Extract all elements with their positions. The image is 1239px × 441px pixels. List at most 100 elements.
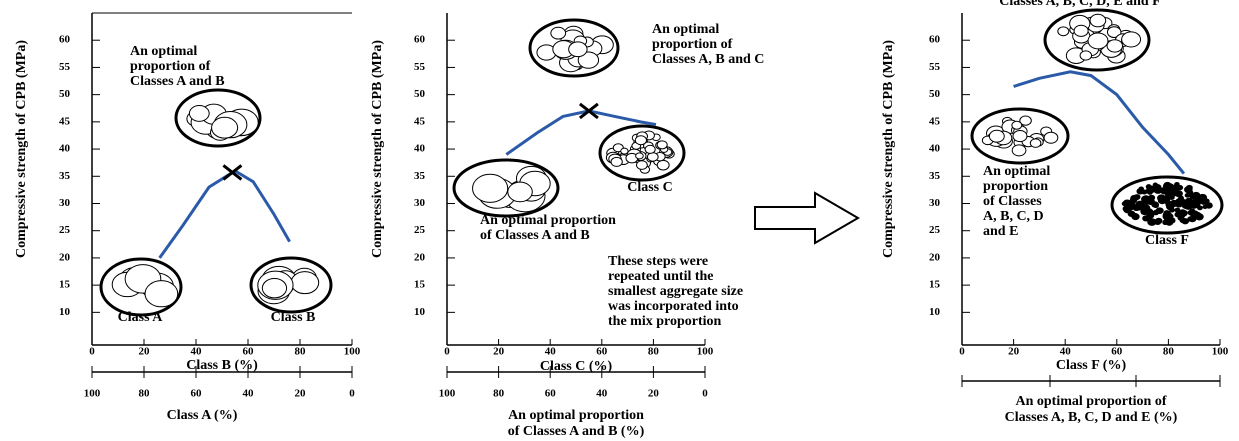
y-tick-label: 60 [59,34,71,46]
particle [189,106,209,122]
particle [1177,186,1182,190]
particle [212,117,238,138]
x-tick-label: 0 [959,346,965,358]
particle [1122,202,1126,205]
x-tick-label: 80 [648,346,660,358]
x-tick-label: 80 [295,346,307,358]
particle [636,153,644,159]
particle [1195,214,1203,220]
particle [473,174,508,202]
x-tick-label: 40 [545,346,557,358]
particle [621,148,628,154]
x-tick-label: 80 [1163,346,1175,358]
y-tick-label: 40 [929,143,941,155]
particle [145,281,178,307]
particle [1137,189,1144,194]
particle [1122,32,1141,47]
particle [1090,14,1106,27]
particle [611,157,622,166]
y-tick-label: 55 [414,61,426,73]
x-tick-label: 60 [243,346,255,358]
particle [1185,187,1193,193]
y-tick-label: 25 [59,224,71,236]
annotation: proportion of [652,37,733,52]
x2-tick-label: 100 [84,388,101,400]
y-tick-label: 45 [59,115,71,127]
x-tick-label: 20 [1008,346,1020,358]
figure: 10 15 20 25 30 35 40 45 50 55 60 0 20 40 60 80 100 Compre… [0,0,1239,441]
particle [1124,207,1131,213]
particle [1044,132,1058,143]
x2-axis-label: An optimal proportion of [1015,394,1166,409]
particle [1013,131,1027,142]
x-axis-label: Class B (%) [186,358,258,373]
annotation: of Classes A and B [480,228,590,243]
y-tick-label: 35 [59,170,71,182]
y-tick-label: 45 [414,115,426,127]
x-tick-label: 100 [1212,346,1229,358]
x2-tick-label: 100 [439,388,456,400]
particle [1146,215,1151,219]
annotation: These steps were [608,254,708,269]
x2-tick-label: 80 [493,388,505,400]
y-tick-label: 30 [929,197,941,209]
particle [1158,197,1166,203]
y-tick-label: 60 [929,34,941,46]
y-tick-label: 10 [59,306,71,318]
annotation: smallest aggregate size [608,284,743,299]
x-axis-label: Class F (%) [1056,358,1127,373]
x-tick-label: 20 [493,346,505,358]
annotation: An optimal [652,22,719,37]
x2-tick-label: 0 [702,388,708,400]
x-tick-label: 20 [139,346,151,358]
annotation: proportion [983,179,1048,194]
particle [1160,187,1168,194]
annotation: Class C [627,180,673,195]
particle [1175,191,1183,197]
particle [657,141,667,149]
y-tick-label: 60 [414,34,426,46]
x2-tick-label: 0 [349,388,355,400]
y-tick-label: 50 [59,88,71,100]
particle [1176,199,1183,205]
particle [1145,206,1150,210]
y-tick-label: 15 [414,279,426,291]
x-tick-label: 60 [1111,346,1123,358]
annotation: Class F [1145,233,1189,248]
x2-axis-label: An optimal proportion [508,408,644,423]
particle [1185,194,1189,198]
particle [1198,206,1203,210]
y-axis-label: Compressive strength of CPB (MPa) [14,40,29,258]
annotation: proportion of [130,59,211,74]
particle [291,272,319,294]
y-tick-label: 20 [59,251,71,263]
y-tick-label: 50 [929,88,941,100]
x2-tick-label: 40 [243,388,255,400]
particle [569,42,587,57]
y-tick-label: 35 [929,170,941,182]
y-tick-label: 20 [929,251,941,263]
x2-axis-label: Class A (%) [167,408,238,423]
x-tick-label: 60 [596,346,608,358]
x-tick-label: 0 [444,346,450,358]
y-tick-label: 20 [414,251,426,263]
x2-tick-label: 80 [139,388,151,400]
annotation: of Classes [983,194,1042,209]
particle [262,278,286,297]
annotation: An optimal [983,164,1050,179]
particle [657,160,669,170]
x2-tick-label: 60 [545,388,557,400]
particle [1147,190,1152,194]
y-axis-label: Compressive strength of CPB (MPa) [881,40,896,258]
particle [1164,211,1170,216]
y-tick-label: 50 [414,88,426,100]
x2-tick-label: 20 [295,388,307,400]
annotation: Classes A, B and C [652,52,764,67]
y-tick-label: 40 [414,143,426,155]
particle [635,136,646,145]
y-tick-label: 30 [59,197,71,209]
y-tick-label: 25 [414,224,426,236]
x-tick-label: 40 [1060,346,1072,358]
y-axis-label: Compressive strength of CPB (MPa) [370,40,385,258]
x2-tick-label: 40 [596,388,608,400]
